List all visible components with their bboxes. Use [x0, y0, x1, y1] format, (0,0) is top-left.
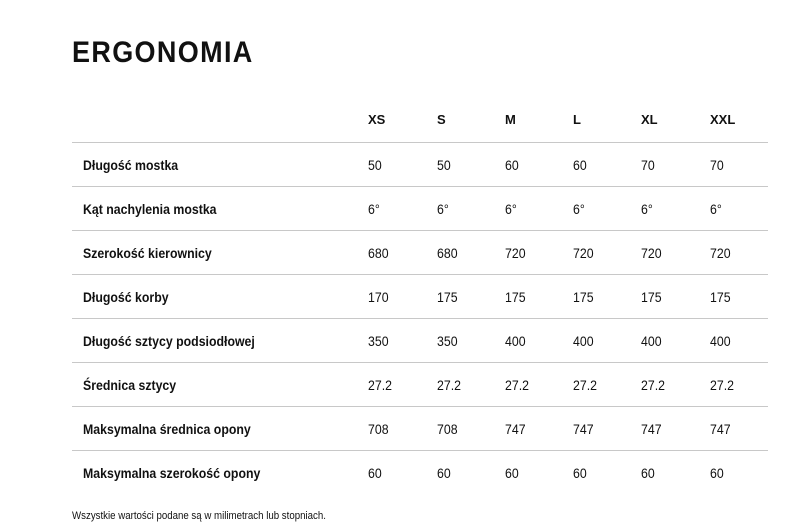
cell-m: 175: [505, 289, 526, 305]
cell-l: 400: [573, 333, 594, 349]
cell-s: 708: [437, 421, 458, 437]
cell-xl: 60: [641, 465, 655, 481]
cell-xxl: 70: [710, 157, 724, 173]
size-header-xxl: XXL: [710, 112, 736, 127]
size-header-xl: XL: [641, 112, 658, 127]
cell-s: 350: [437, 333, 458, 349]
size-header-xs: XS: [368, 112, 386, 127]
row-label: Średnica sztycy: [83, 377, 177, 393]
table-row: Szerokość kierownicy 680 680 720 720 720 720: [72, 230, 768, 275]
row-label: Maksymalna szerokość opony: [83, 465, 261, 481]
size-header-s: S: [437, 112, 446, 127]
size-header-row: XS S M L XL XXL: [0, 112, 792, 130]
cell-xxl: 27.2: [710, 377, 734, 393]
table-row: Długość mostka 50 50 60 60 70 70: [72, 142, 768, 187]
cell-xxl: 400: [710, 333, 731, 349]
cell-xl: 70: [641, 157, 655, 173]
cell-m: 60: [505, 157, 519, 173]
cell-xs: 6°: [368, 201, 380, 217]
page-title: ERGONOMIA: [72, 36, 254, 69]
cell-s: 680: [437, 245, 458, 261]
cell-m: 60: [505, 465, 519, 481]
table-row: Średnica sztycy 27.2 27.2 27.2 27.2 27.2 27.2: [72, 362, 768, 407]
cell-xs: 60: [368, 465, 382, 481]
cell-xxl: 720: [710, 245, 731, 261]
cell-m: 6°: [505, 201, 517, 217]
row-label: Kąt nachylenia mostka: [83, 201, 217, 217]
table-row: Długość korby 170 175 175 175 175 175: [72, 274, 768, 319]
cell-xs: 27.2: [368, 377, 392, 393]
table-row: Długość sztycy podsiodłowej 350 350 400 400 4…: [72, 318, 768, 363]
size-header-l: L: [573, 112, 581, 127]
cell-xl: 175: [641, 289, 662, 305]
cell-m: 27.2: [505, 377, 529, 393]
cell-l: 747: [573, 421, 594, 437]
cell-s: 27.2: [437, 377, 461, 393]
cell-l: 720: [573, 245, 594, 261]
cell-xs: 50: [368, 157, 382, 173]
row-label: Długość korby: [83, 289, 169, 305]
row-label: Długość mostka: [83, 157, 179, 173]
cell-xs: 350: [368, 333, 389, 349]
cell-m: 720: [505, 245, 526, 261]
row-label: Długość sztycy podsiodłowej: [83, 333, 255, 349]
cell-m: 400: [505, 333, 526, 349]
cell-xl: 747: [641, 421, 662, 437]
cell-xs: 680: [368, 245, 389, 261]
cell-xxl: 6°: [710, 201, 722, 217]
cell-l: 27.2: [573, 377, 597, 393]
row-label: Szerokość kierownicy: [83, 245, 212, 261]
units-note: Wszystkie wartości podane są w milimetra…: [72, 510, 326, 522]
cell-s: 60: [437, 465, 451, 481]
cell-xxl: 60: [710, 465, 724, 481]
cell-xl: 27.2: [641, 377, 665, 393]
cell-l: 175: [573, 289, 594, 305]
table-row: Kąt nachylenia mostka 6° 6° 6° 6° 6° 6°: [72, 186, 768, 231]
table-row: Maksymalna średnica opony 708 708 747 747 747…: [72, 406, 768, 451]
row-label: Maksymalna średnica opony: [83, 421, 251, 437]
cell-s: 6°: [437, 201, 449, 217]
cell-l: 60: [573, 157, 587, 173]
cell-xl: 400: [641, 333, 662, 349]
table-row: Maksymalna szerokość opony 60 60 60 60 60 60: [72, 450, 768, 495]
cell-m: 747: [505, 421, 526, 437]
cell-xxl: 175: [710, 289, 731, 305]
cell-xs: 170: [368, 289, 389, 305]
cell-xl: 6°: [641, 201, 653, 217]
cell-xxl: 747: [710, 421, 731, 437]
cell-s: 50: [437, 157, 451, 173]
cell-xl: 720: [641, 245, 662, 261]
cell-l: 6°: [573, 201, 585, 217]
cell-l: 60: [573, 465, 587, 481]
size-header-m: M: [505, 112, 516, 127]
cell-s: 175: [437, 289, 458, 305]
cell-xs: 708: [368, 421, 389, 437]
